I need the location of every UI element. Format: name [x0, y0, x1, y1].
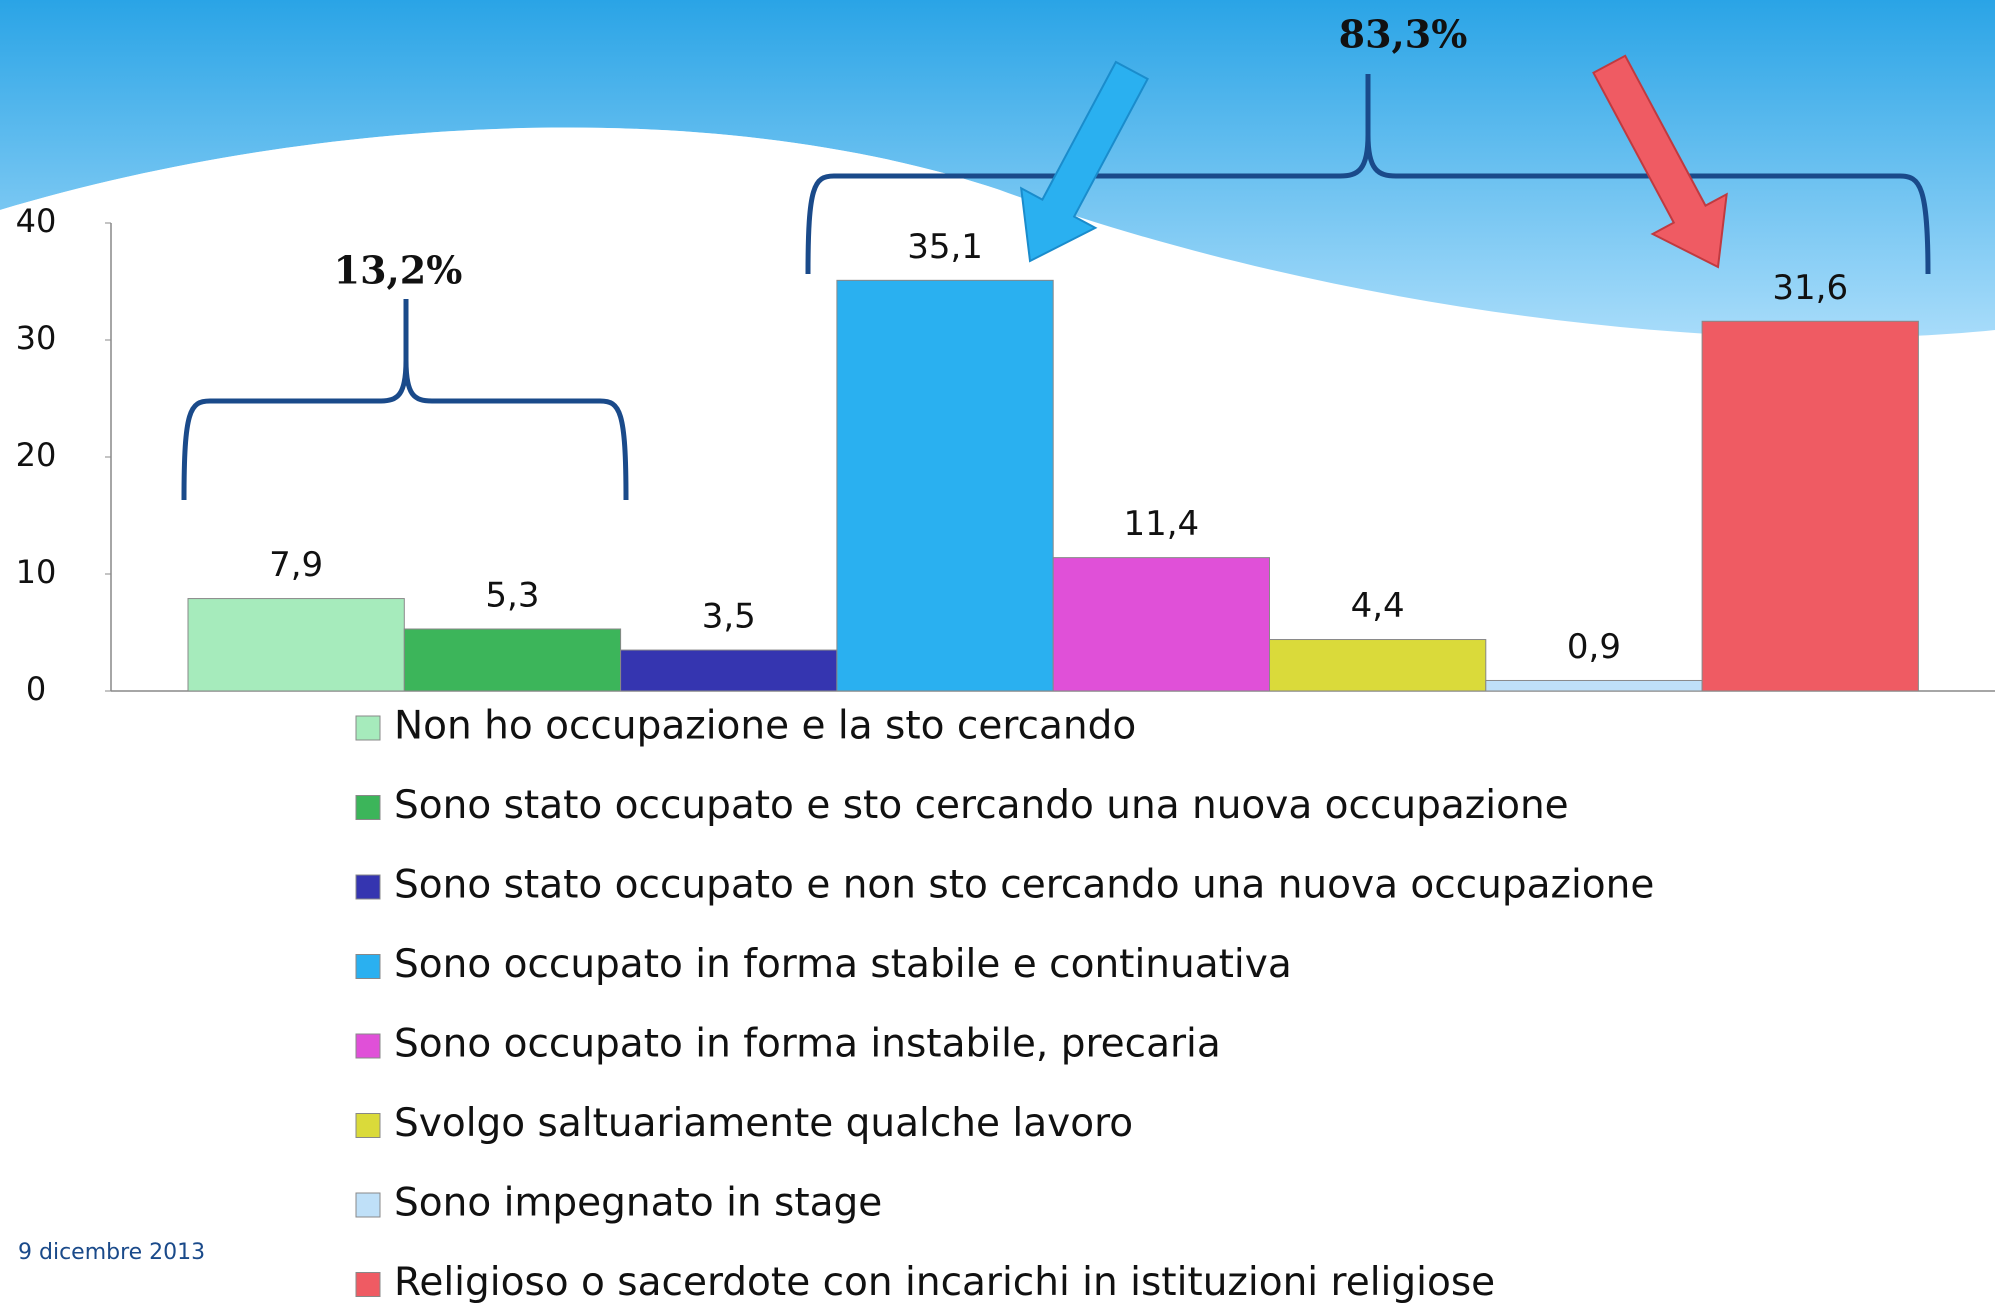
y-tick-label: 10	[16, 553, 57, 591]
legend-label: Sono stato occupato e non sto cercando u…	[394, 863, 1654, 908]
y-tick-label: 20	[16, 436, 57, 474]
legend-swatch	[355, 1272, 381, 1297]
bar	[403, 628, 622, 692]
legend-label: Non ho occupazione e la sto cercando	[394, 704, 1136, 749]
value-label: 3,5	[702, 597, 756, 637]
value-label: 4,4	[1351, 586, 1405, 626]
legend-swatch	[355, 954, 381, 979]
footer-date: 9 dicembre 2013	[18, 1240, 205, 1265]
legend-label: Sono impegnato in stage	[394, 1181, 882, 1226]
legend-swatch	[355, 1113, 381, 1138]
annotation: 13,2%	[334, 248, 463, 293]
y-tick-label: 40	[16, 202, 57, 240]
value-label: 35,1	[907, 227, 983, 267]
legend-label: Sono occupato in forma stabile e continu…	[394, 942, 1292, 987]
arrow	[1019, 60, 1149, 263]
legend-label: Sono occupato in forma instabile, precar…	[394, 1022, 1221, 1067]
y-tick-label: 0	[26, 670, 46, 708]
legend-swatch	[355, 1033, 381, 1059]
legend-swatch	[355, 874, 381, 900]
header-wave	[0, 0, 1995, 338]
legend-swatch	[355, 715, 381, 741]
legend-label: Religioso o sacerdote con incarichi in i…	[394, 1260, 1495, 1305]
annotation: 83,3%	[1339, 12, 1468, 57]
value-label: 31,6	[1772, 268, 1848, 308]
bracket	[181, 299, 629, 501]
value-label: 0,9	[1567, 627, 1621, 667]
legend-swatch	[355, 1192, 381, 1218]
y-tick-label: 30	[16, 319, 57, 357]
value-label: 5,3	[485, 575, 539, 615]
bar	[1269, 639, 1487, 692]
legend-label: Sono stato occupato e sto cercando una n…	[394, 783, 1569, 828]
value-label: 7,9	[269, 545, 323, 585]
bar	[836, 279, 1054, 692]
bar	[1701, 320, 1919, 692]
arrow	[1592, 54, 1728, 269]
bracket	[805, 74, 1931, 275]
bar	[620, 649, 838, 692]
wave-highlight	[0, 127, 1000, 225]
bar	[1485, 679, 1703, 692]
legend-label: Svolgo saltuariamente qualche lavoro	[394, 1101, 1133, 1146]
value-label: 11,4	[1123, 504, 1199, 544]
bar	[187, 598, 405, 692]
bar	[1052, 557, 1270, 692]
legend-swatch	[355, 795, 381, 820]
